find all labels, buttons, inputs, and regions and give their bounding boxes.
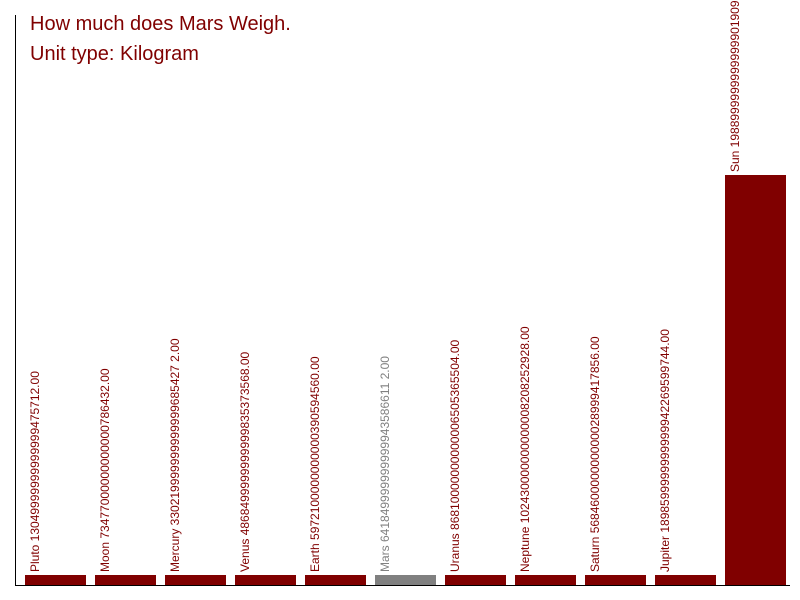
- bar-uranus: [445, 575, 506, 585]
- bar-venus: [235, 575, 296, 585]
- bar-labels-group: Pluto 13049999999999999475712.00 Moon 734…: [28, 0, 742, 572]
- bar-jupiter: [655, 575, 716, 585]
- bar-label-neptune: Neptune 102430000000000008208252928.00: [518, 326, 532, 572]
- bar-mars: [375, 575, 436, 585]
- bars-group: [25, 175, 786, 585]
- bar-neptune: [515, 575, 576, 585]
- bar-label-earth: Earth 5972100000000000390594560.00: [308, 356, 322, 572]
- bar-mercury: [165, 575, 226, 585]
- bar-label-jupiter: Jupiter 1898599999999999942269599744.00: [658, 329, 672, 572]
- bar-label-mercury: Mercury 330219999999999999685427 2.00: [168, 338, 182, 572]
- bar-label-saturn: Saturn 568460000000000028999417856.00: [588, 336, 602, 572]
- chart-subtitle: Unit type: Kilogram: [30, 43, 199, 65]
- bar-pluto: [25, 575, 86, 585]
- bar-label-pluto: Pluto 13049999999999999475712.00: [28, 371, 42, 572]
- bar-earth: [305, 575, 366, 585]
- bar-moon: [95, 575, 156, 585]
- bar-label-uranus: Uranus 86810000000000006505365504.00: [448, 339, 462, 572]
- chart-title: How much does Mars Weigh.: [30, 13, 291, 35]
- bar-sun: [725, 175, 786, 585]
- bar-label-mars: Mars 641849999999999943586611 2.00: [378, 356, 392, 572]
- bar-saturn: [585, 575, 646, 585]
- bar-label-venus: Venus 4868499999999999835373568.00: [238, 351, 252, 572]
- bar-label-sun: Sun 1988999999999999901909: [728, 0, 742, 172]
- bar-label-moon: Moon 73477000000000000786432.00: [98, 368, 112, 572]
